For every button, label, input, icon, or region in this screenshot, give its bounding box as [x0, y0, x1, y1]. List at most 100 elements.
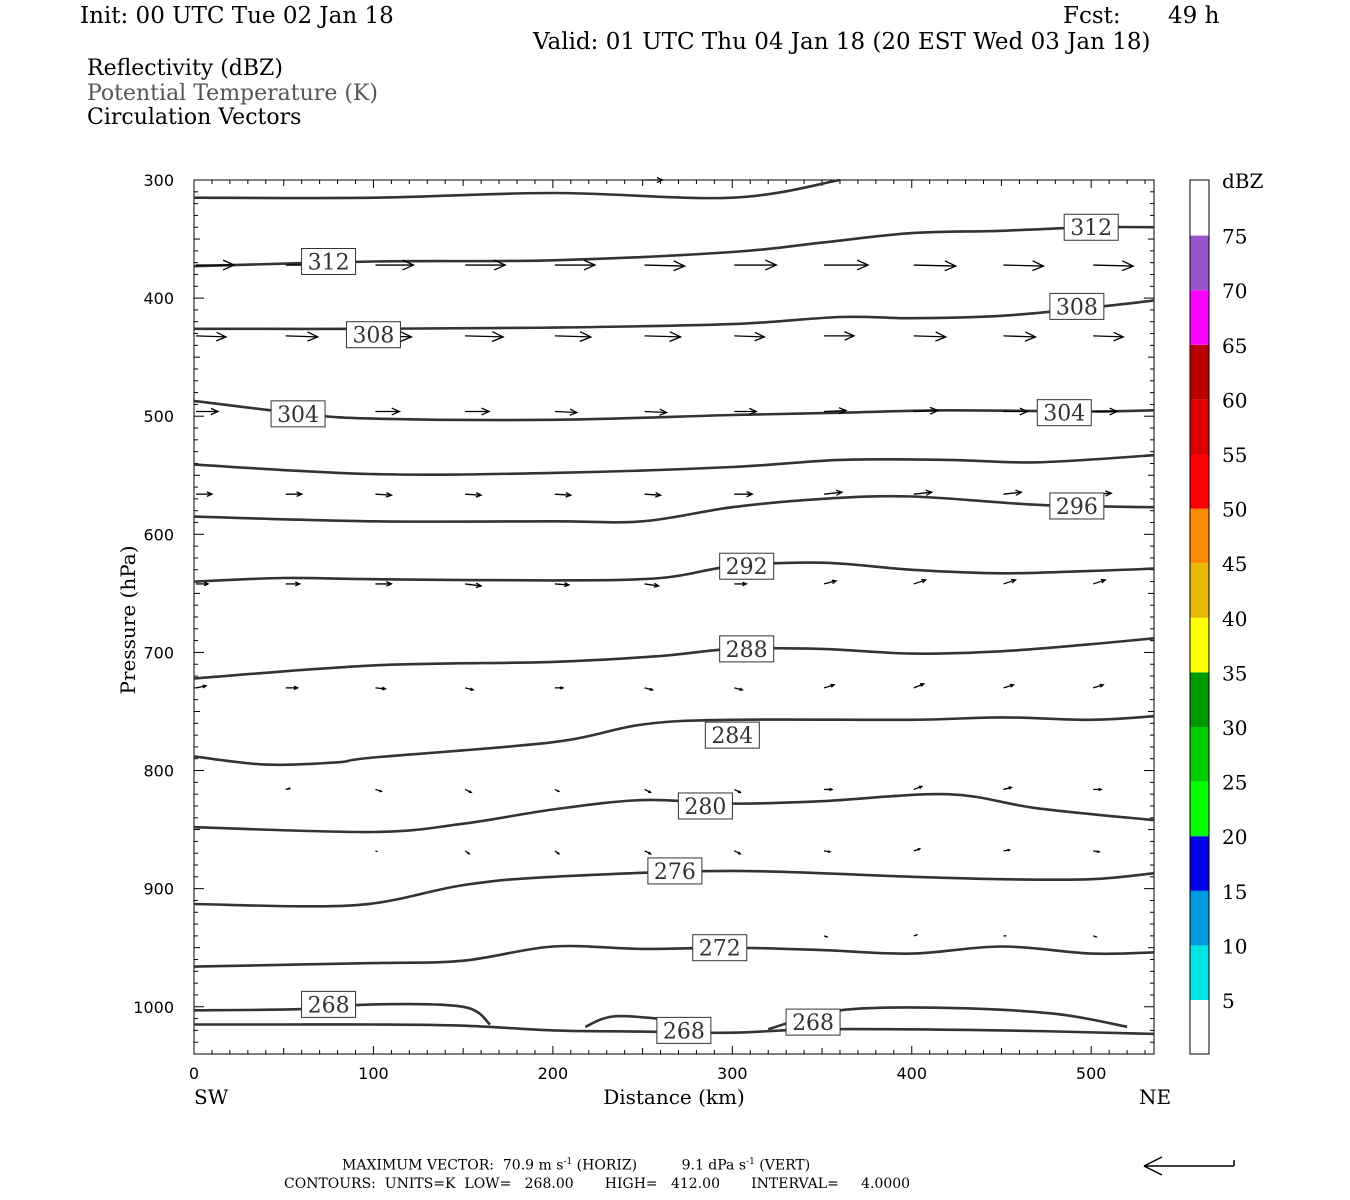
vector-head	[1008, 786, 1014, 790]
y-tick-label: 800	[143, 762, 174, 781]
vector-head	[565, 491, 573, 498]
vector-shaft	[913, 264, 956, 267]
vector-head	[921, 578, 928, 584]
vector-head	[481, 407, 491, 416]
colorbar-segment	[1190, 727, 1209, 782]
vector-head	[564, 582, 571, 588]
vector-head	[856, 259, 870, 271]
theta-contour-284	[193, 714, 1155, 767]
colorbar-level: 75	[1222, 225, 1247, 249]
vector-head	[1007, 848, 1012, 852]
vector-head	[400, 331, 414, 343]
vector-head	[1015, 489, 1024, 496]
contour-label: 268	[792, 1011, 834, 1036]
vector-head	[935, 331, 948, 342]
contour-label: 292	[726, 555, 768, 580]
theta-contours	[193, 178, 1155, 1036]
x-axis-label: Distance (km)	[603, 1085, 745, 1109]
vector-head	[379, 789, 383, 793]
vector-shaft	[644, 583, 659, 587]
vector-shaft	[375, 493, 392, 496]
axis-ticks: 0 100 200 300 400 500 300 400 500 600 700 800 900 100…	[133, 171, 1154, 1083]
vector-head	[202, 684, 208, 689]
y-tick-label: 900	[143, 880, 174, 899]
max-vector-horiz: (HORIZ)	[576, 1157, 638, 1174]
contour-label-box	[270, 400, 326, 428]
colorbar-level: 55	[1222, 443, 1247, 467]
vector-head	[838, 407, 848, 415]
contour-label: 268	[308, 993, 350, 1018]
vector-head	[648, 790, 653, 794]
colorbar-level: 60	[1222, 388, 1247, 412]
x-tick-label: 0	[189, 1064, 199, 1083]
colorbar-segment	[1190, 399, 1209, 454]
forecast-label: Fcst:	[1063, 3, 1121, 29]
vector-head	[1094, 935, 1098, 938]
vector-head	[653, 582, 661, 588]
vector-shaft	[824, 409, 847, 413]
vector-head	[844, 331, 856, 341]
vector-head	[944, 260, 958, 272]
vector-head	[918, 785, 924, 790]
vector-shaft	[465, 335, 504, 338]
contour-label: 276	[654, 860, 696, 885]
vector-shaft	[195, 685, 207, 689]
vector-head	[569, 408, 579, 416]
contour-label-box	[1063, 213, 1119, 241]
colorbar-segment	[1190, 890, 1209, 946]
vector-head	[381, 686, 388, 691]
colorbar-segment	[1190, 290, 1209, 345]
theta-contour-304	[193, 399, 1155, 422]
vector-head	[1096, 850, 1101, 854]
vector-shaft	[1093, 264, 1134, 267]
vector-head	[493, 259, 507, 271]
vector-shaft	[1003, 264, 1044, 267]
vector-shaft	[1003, 335, 1036, 338]
colorbar-segment	[1190, 235, 1209, 291]
vector-head	[557, 789, 561, 793]
colorbar-level: 30	[1222, 716, 1247, 740]
vector-head	[557, 852, 561, 855]
forecast-hour: 49 h	[1168, 3, 1220, 29]
contour-label-box	[1036, 399, 1092, 427]
vector-head	[467, 852, 471, 855]
theta-contour-268	[194, 1023, 1155, 1036]
x-tick-label: 200	[538, 1064, 569, 1083]
vector-head	[222, 259, 236, 271]
vector-head	[925, 489, 934, 496]
vector-head	[203, 581, 210, 587]
colorbar-segment	[1190, 672, 1209, 727]
vector-head	[917, 847, 922, 851]
colorbar-level: 5	[1222, 989, 1235, 1013]
vector-head	[648, 851, 653, 855]
vector-head	[929, 406, 940, 415]
y-tick-label: 400	[143, 289, 174, 308]
vector-head	[1105, 490, 1113, 497]
vector-shaft	[1003, 684, 1014, 689]
contour-label-box	[719, 635, 775, 663]
dbz-colorbar: 5 10 15 20 25 30 35 40 45 50 55 60 65 70 75	[1189, 179, 1247, 1055]
y-tick-label: 500	[143, 407, 174, 426]
vector-head	[655, 491, 663, 498]
colorbar-segment	[1190, 617, 1209, 673]
vector-head	[293, 685, 300, 691]
circulation-vectors	[195, 176, 1135, 938]
vector-head	[746, 491, 754, 498]
vector-head	[216, 331, 228, 342]
plot-frame	[193, 179, 1155, 1055]
vector-shaft	[913, 409, 938, 413]
colorbar-segment	[1190, 563, 1209, 618]
init-time: Init: 00 UTC Tue 02 Jan 18	[80, 3, 394, 29]
vector-head	[1011, 578, 1017, 584]
vector-head	[919, 683, 926, 688]
vector-shaft	[644, 335, 681, 338]
vector-shaft	[823, 684, 835, 689]
vector-head	[737, 790, 742, 794]
vector-head	[656, 176, 665, 184]
x-tick-label: 300	[717, 1064, 748, 1083]
contour-label-box	[656, 1016, 712, 1044]
theta-contour-280	[193, 792, 1155, 834]
vector-head	[1024, 331, 1038, 342]
contour-label: 272	[699, 937, 741, 962]
x-end-left: SW	[194, 1085, 229, 1109]
